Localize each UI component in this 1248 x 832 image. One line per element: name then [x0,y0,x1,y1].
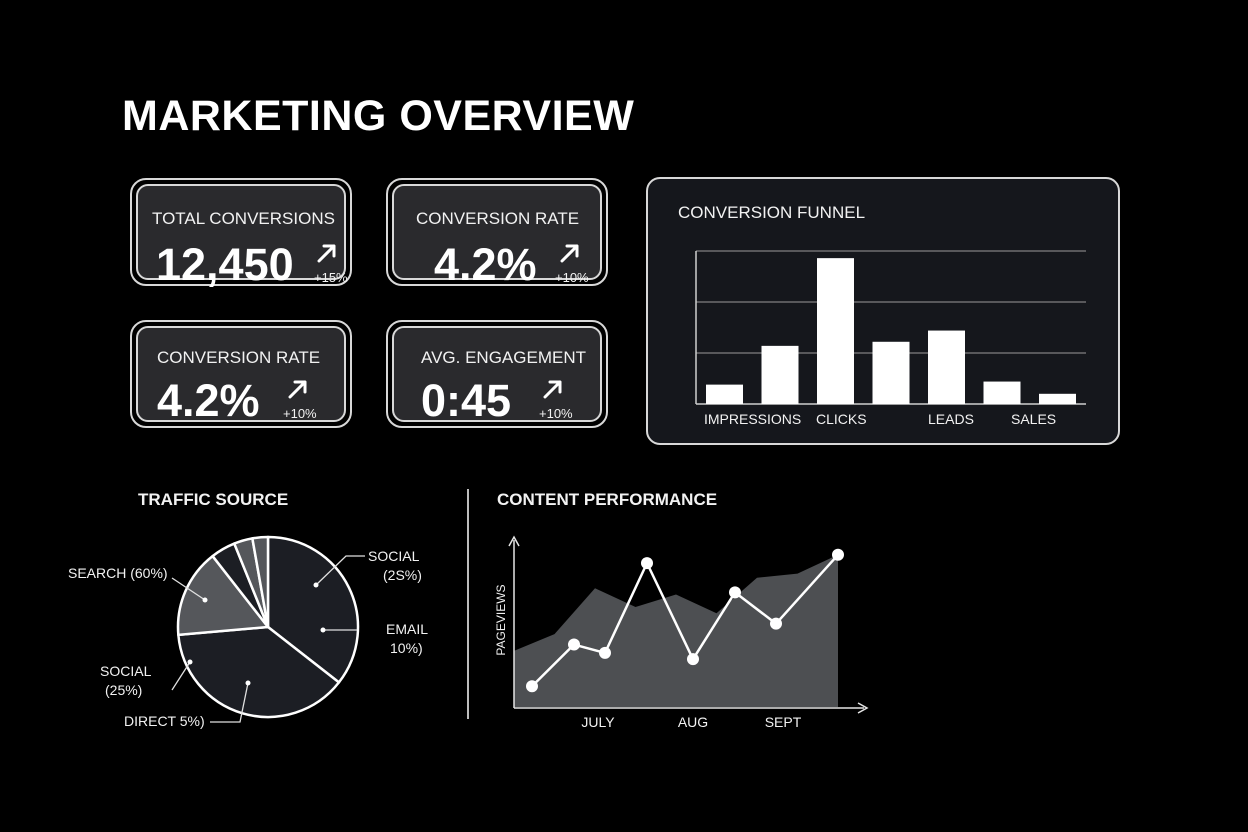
pie-slice-small-3 [251,535,270,629]
kpi-delta: +15% [314,270,348,285]
pie-leader-line-search [171,577,206,601]
line-point [568,638,580,651]
kpi-label: TOTAL CONVERSIONS [152,209,335,228]
x-tick-label: AUG [678,714,708,730]
pie-leader-line-direct [210,682,249,723]
kpi-delta: +10% [539,406,573,421]
funnel-category-label: LEADS [928,411,974,427]
pie-label: SEARCH (60%) [68,565,168,581]
line-point [729,586,741,599]
pie-leader-line-social [315,555,365,586]
funnel-category-label: SALES [1011,411,1056,427]
funnel-category-label: CLICKS [816,411,867,427]
pie-leader-line-social-left [171,661,191,691]
funnel-category-label: IMPRESSIONS [704,411,801,427]
line-point [687,653,699,666]
pie-label: (25%) [105,682,142,698]
area-series [514,554,838,707]
content-performance-title: CONTENT PERFORMANCE [497,490,718,509]
page-title: MARKETING OVERVIEW [122,92,635,140]
pie-leader-dot [202,597,208,603]
y-axis-label: PAGEVIEWS [494,584,508,655]
arrow-up-right-icon [288,380,307,399]
kpi-card-avg-engagement[interactable]: AVG. ENGAGEMENT 0:45 +10% [386,320,608,428]
line-point [599,646,611,659]
line-point [770,617,782,630]
kpi-label: AVG. ENGAGEMENT [421,348,586,367]
kpi-card-total-conversions[interactable]: TOTAL CONVERSIONS 12,450 +15% [130,178,352,290]
kpi-card-conversion-rate[interactable]: CONVERSION RATE 4.2% +10% [386,178,608,290]
pie-label: SOCIAL [100,663,152,679]
pie-slice-search [176,554,270,637]
arrow-up-right-icon [543,380,562,399]
funnel-bar [706,384,743,404]
line-point [832,548,844,561]
kpi-delta: +10% [555,270,589,285]
arrow-up-right-icon [560,244,579,263]
kpi-label: CONVERSION RATE [157,348,321,367]
y-axis-arrow-icon [508,535,520,547]
kpi-label: CONVERSION RATE [416,209,580,228]
pie-slice-social-email [266,535,360,684]
kpi-card-conversion-rate-2[interactable]: CONVERSION RATE 4.2% +10% [130,320,352,428]
funnel-bar [761,345,799,404]
funnel-bar [983,381,1021,404]
kpi-value: 4.2% [157,375,260,426]
pie-label: DIRECT 5%) [124,713,205,729]
kpi-value: 0:45 [421,375,512,426]
kpi-delta: +10% [283,406,317,421]
pie-leader-dot [187,659,193,665]
pie-label: EMAIL [386,621,428,637]
pie-label: 10%) [390,640,423,656]
pie-label: SOCIAL [368,548,420,564]
funnel-bar-chart: IMPRESSIONS CLICKS LEADS SALES [695,250,1086,427]
line-point [641,557,653,570]
kpi-value: 12,450 [156,239,294,290]
x-tick-label: JULY [581,714,615,730]
kpi-value: 4.2% [434,239,537,290]
pie-leader-dot [313,582,319,588]
traffic-source-title: TRAFFIC SOURCE [138,490,289,509]
x-tick-label: SEPT [765,714,802,730]
funnel-bar [872,341,910,404]
conversion-funnel-panel: CONVERSION FUNNEL IMPRESSIONS CLICKS LEADS… [646,177,1120,445]
pie-leader-dot [245,680,251,686]
arrow-up-right-icon [317,244,336,263]
line-point [526,680,538,693]
section-divider [467,489,469,719]
traffic-source-pie-chart: SEARCH (60%) SOCIAL (2S%) EMAIL 10%) SOCIAL (2… [68,535,428,729]
x-axis-arrow-icon [857,702,869,714]
pie-leader-dot [320,627,326,633]
funnel-bar [1039,393,1076,404]
pie-label: (2S%) [383,567,422,583]
funnel-title: CONVERSION FUNNEL [678,203,866,222]
funnel-bar [928,330,965,404]
funnel-bar [817,258,854,404]
